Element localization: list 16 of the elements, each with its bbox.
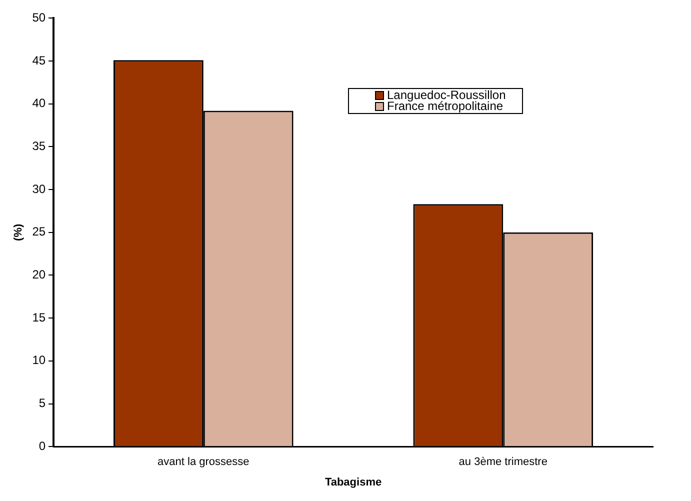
y-tick-label: 5: [38, 396, 46, 410]
x-tick-label: au 3ème trimestre: [458, 456, 548, 468]
legend-label: Languedoc-Roussillon: [387, 88, 506, 102]
y-tick-label: 35: [32, 139, 46, 154]
y-tick-label: 0: [38, 438, 46, 453]
y-tick-label: 30: [32, 182, 46, 196]
y-tick-label: 45: [32, 53, 46, 68]
y-tick-label: 25: [32, 224, 46, 239]
y-tick-label: 50: [32, 10, 46, 25]
y-tick-label: 15: [32, 310, 46, 324]
y-tick-label: 40: [32, 96, 46, 110]
y-axis-title: (%): [12, 224, 25, 241]
x-tick-label: avant la grossesse: [158, 456, 250, 468]
y-tick-label: 10: [32, 353, 46, 368]
y-tick-label: 20: [32, 268, 46, 282]
x-axis-title: Tabagisme: [324, 476, 382, 488]
